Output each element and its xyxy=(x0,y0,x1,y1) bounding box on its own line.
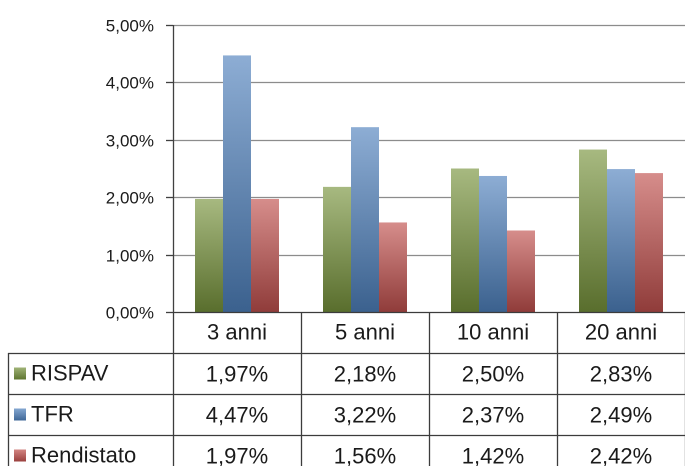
legend-swatch-rendistato xyxy=(14,449,26,462)
category-label: 3 anni xyxy=(207,320,267,345)
bar-tfr-0 xyxy=(223,55,251,313)
bar-rendistato-2 xyxy=(507,230,535,312)
category-label: 10 anni xyxy=(457,320,529,345)
bar-rendistato-1 xyxy=(379,222,407,312)
data-label: 1,97% xyxy=(206,362,268,387)
bar-rispav-0 xyxy=(195,198,223,312)
axes: 0,00% 1,00% 2,00% 3,00% 4,00% 5,00% xyxy=(106,17,175,323)
bar-rispav-2 xyxy=(451,168,479,312)
bar-rendistato-3 xyxy=(635,173,663,312)
bar-rispav-1 xyxy=(323,186,351,312)
data-label: 3,22% xyxy=(334,403,396,428)
bar-tfr-3 xyxy=(607,169,635,312)
bar-tfr-2 xyxy=(479,175,507,312)
y-tick-label: 4,00% xyxy=(106,74,154,93)
data-label: 4,47% xyxy=(206,403,268,428)
data-label: 1,97% xyxy=(206,444,268,467)
data-label: 2,49% xyxy=(590,403,652,428)
bar-rendistato-0 xyxy=(251,198,279,312)
bars xyxy=(195,55,663,313)
bar-tfr-1 xyxy=(351,127,379,312)
data-table: 3 anni 5 anni 10 anni 20 anni RISPAV 1,97% 2,1… xyxy=(7,311,685,471)
category-label: 5 anni xyxy=(335,320,395,345)
legend-swatch-rispav xyxy=(14,367,26,380)
y-tick-label: 0,00% xyxy=(106,304,154,323)
bar-rispav-3 xyxy=(579,149,607,312)
y-tick-label: 2,00% xyxy=(106,189,154,208)
legend-swatch-tfr xyxy=(14,408,26,421)
data-label: 1,42% xyxy=(462,444,524,467)
data-label: 2,37% xyxy=(462,403,524,428)
y-tick-label: 3,00% xyxy=(106,132,154,151)
category-label: 20 anni xyxy=(585,320,657,345)
legend-label-rispav: RISPAV xyxy=(31,361,109,386)
y-tick-label: 5,00% xyxy=(106,17,154,36)
legend-label-rendistato: Rendistato xyxy=(31,443,136,467)
data-label: 1,56% xyxy=(334,444,396,467)
data-label: 2,42% xyxy=(590,444,652,467)
legend-label-tfr: TFR xyxy=(31,402,74,427)
data-label: 2,50% xyxy=(462,362,524,387)
y-tick-label: 1,00% xyxy=(106,247,154,266)
data-label: 2,83% xyxy=(590,362,652,387)
data-label: 2,18% xyxy=(334,362,396,387)
